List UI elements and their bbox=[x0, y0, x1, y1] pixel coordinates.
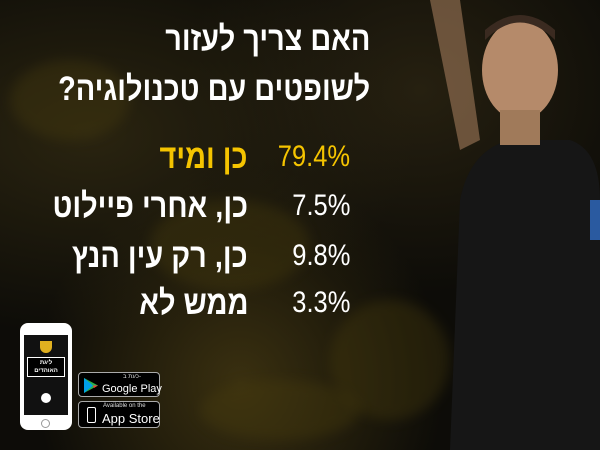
result-percent: 79.4% bbox=[277, 140, 350, 173]
result-label: ממש לא bbox=[138, 284, 248, 322]
result-label: כן ומיד bbox=[160, 138, 248, 176]
app-store-small-text: Available on the bbox=[103, 403, 146, 409]
app-phone-mockup: ליגת האוהדים bbox=[20, 323, 72, 430]
app-logo-line1: ליגת bbox=[39, 360, 53, 366]
result-row: 9.8% כן, רק עין הנץ bbox=[0, 236, 600, 282]
poll-title-line1: האם צריך לעזור bbox=[164, 20, 370, 58]
result-label: כן, רק עין הנץ bbox=[72, 237, 248, 275]
app-logo-line2: האוהדים bbox=[34, 368, 58, 374]
result-label: כן, אחרי פיילוט bbox=[52, 187, 248, 225]
home-button bbox=[41, 419, 50, 428]
result-row: 3.3% ממש לא bbox=[0, 283, 600, 329]
trophy-icon bbox=[40, 341, 52, 353]
app-store-label: App Store bbox=[102, 411, 160, 426]
result-row: 7.5% כן, אחרי פיילוט bbox=[0, 186, 600, 232]
phone-icon bbox=[87, 407, 96, 423]
poll-title-line2: לשופטים עם טכנולוגיה? bbox=[57, 70, 370, 108]
result-percent: 9.8% bbox=[291, 239, 350, 272]
google-play-badge[interactable]: כעת ב- Google Play bbox=[78, 372, 162, 397]
app-store-badge[interactable]: Available on the App Store bbox=[78, 401, 160, 428]
ball-icon bbox=[41, 393, 51, 403]
referee-photo bbox=[430, 0, 600, 450]
result-row: 79.4% כן ומיד bbox=[0, 137, 600, 183]
google-play-label: Google Play bbox=[102, 383, 162, 395]
result-percent: 7.5% bbox=[291, 189, 350, 222]
google-play-small-text: כעת ב- bbox=[123, 374, 141, 380]
app-logo: ליגת האוהדים bbox=[27, 357, 65, 377]
result-percent: 3.3% bbox=[291, 286, 350, 319]
google-play-icon bbox=[84, 378, 98, 393]
